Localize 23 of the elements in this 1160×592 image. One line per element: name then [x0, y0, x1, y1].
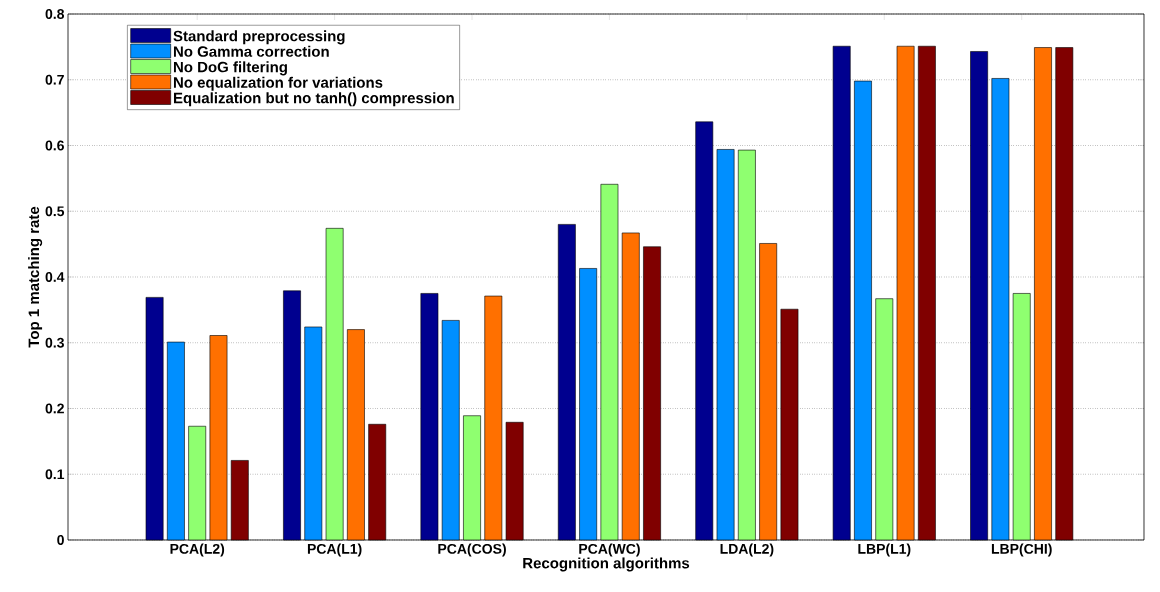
legend-label: Equalization but no tanh() compression	[173, 92, 454, 107]
y-axis-title: Top 1 matching rate	[28, 206, 43, 348]
y-tick-label: 0.2	[45, 403, 64, 414]
legend-label: Standard preprocessing	[173, 30, 345, 45]
x-tick-label: LDA(L2)	[720, 543, 774, 557]
y-tick-label: 0.5	[45, 206, 65, 217]
y-tick-label: 0	[57, 535, 64, 545]
y-tick-label: 0.4	[45, 272, 65, 282]
x-axis-title: Recognition algorithms	[523, 557, 690, 572]
legend-label: No equalization for variations	[173, 76, 383, 91]
legend-label: No DoG filtering	[173, 61, 287, 76]
legend-label: No Gamma correction	[173, 45, 329, 57]
x-tick-label: PCA(COS)	[438, 543, 506, 557]
y-tick-label: 0.1	[45, 469, 65, 480]
x-tick-label: PCA(L2)	[170, 543, 225, 557]
y-tick-label: 0.8	[45, 9, 65, 19]
y-tick-label: 0.6	[45, 140, 64, 151]
x-tick-label: PCA(WC)	[579, 543, 640, 557]
y-tick-label: 0.3	[45, 337, 64, 348]
y-tick-label: 0.7	[45, 74, 64, 85]
x-tick-label: LBP(L1)	[858, 543, 911, 557]
x-tick-label: PCA(L1)	[307, 543, 362, 557]
x-tick-label: LBP(CHI)	[991, 543, 1052, 557]
